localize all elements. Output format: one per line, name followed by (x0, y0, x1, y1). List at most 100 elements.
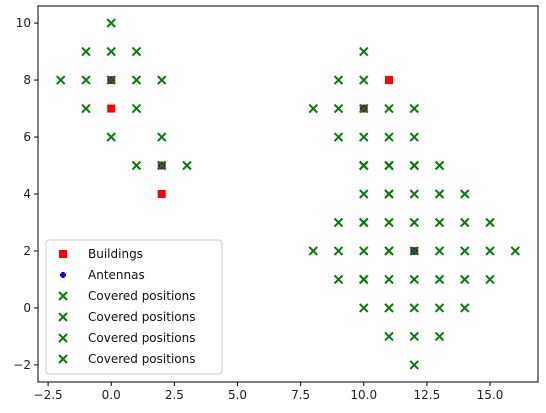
point-s4-7 (409, 103, 419, 114)
point-s5-22 (460, 246, 470, 256)
point-s5-26 (359, 274, 369, 285)
x-tick-label: 15.0 (477, 388, 504, 402)
point-s4-2 (359, 75, 369, 85)
point-s5-20 (409, 246, 419, 256)
point-s3-1 (131, 160, 142, 171)
point-s2-9 (81, 103, 91, 114)
point-s5-35 (434, 303, 445, 313)
y-tick-label: 6 (23, 130, 31, 144)
legend-label-1: Antennas (88, 268, 145, 282)
point-s5-34 (409, 303, 419, 313)
point-s5-9 (333, 217, 344, 228)
legend-label-5: Covered positions (88, 352, 195, 366)
point-s2-2 (106, 46, 116, 57)
legend-marker-1 (60, 272, 66, 278)
point-s5-28 (409, 274, 419, 285)
point-s5-25 (333, 274, 344, 285)
point-s2-10 (131, 103, 142, 114)
x-tick-label: 5.0 (228, 388, 247, 402)
point-s5-27 (384, 274, 394, 285)
point-s5-18 (359, 246, 369, 256)
y-tick-label: 2 (23, 244, 31, 258)
data-marks (56, 18, 520, 370)
legend-marker-0 (59, 250, 67, 258)
legend-marker-5 (58, 354, 68, 364)
point-s4-11 (409, 132, 419, 142)
point-s4-8 (333, 132, 344, 142)
x-tick-label: −2.5 (34, 388, 63, 402)
point-s5-17 (333, 246, 344, 256)
point-s3-2 (157, 160, 167, 171)
point-s3-0 (157, 132, 167, 142)
point-s5-1 (384, 160, 394, 171)
legend-marker-4 (58, 333, 68, 343)
point-s0-3 (157, 190, 166, 198)
point-s2-7 (131, 75, 142, 85)
axes: −2.5 0.0 2.5 5.0 7.5 10.0 12.5 15.0 −2 0 2 4 6 8 10 (13, 5, 539, 402)
legend-marker-2 (58, 291, 68, 301)
point-s5-36 (460, 303, 470, 313)
x-tick-label: 2.5 (165, 388, 184, 402)
point-s4-3 (308, 103, 318, 114)
point-s5-40 (409, 360, 419, 370)
point-s5-33 (384, 303, 394, 313)
point-s4-10 (384, 132, 394, 142)
point-s2-11 (106, 132, 116, 142)
x-tick-label: 7.5 (291, 388, 310, 402)
point-s5-15 (485, 217, 495, 228)
y-tick-label: 4 (23, 187, 31, 201)
point-s4-0 (359, 46, 369, 57)
point-s4-9 (359, 132, 369, 142)
point-s5-16 (308, 246, 318, 256)
point-s5-13 (434, 217, 445, 228)
point-s5-32 (359, 303, 369, 313)
legend-marker-3 (58, 312, 68, 322)
y-tick-label: 10 (16, 16, 31, 30)
series-2 (56, 18, 167, 142)
x-tick-label: 0.0 (102, 388, 121, 402)
point-s5-21 (434, 246, 445, 256)
point-s2-4 (56, 75, 66, 85)
x-tick-label: 10.0 (350, 388, 377, 402)
point-s5-38 (409, 331, 419, 342)
legend-label-3: Covered positions (88, 310, 195, 324)
point-s2-8 (157, 75, 167, 85)
x-tick-label: 12.5 (414, 388, 441, 402)
point-s4-5 (359, 103, 369, 114)
point-s2-5 (81, 75, 91, 85)
point-s5-37 (384, 331, 394, 342)
point-s5-14 (460, 217, 470, 228)
point-s0-1 (107, 104, 116, 113)
point-s5-3 (434, 160, 445, 171)
series-3 (131, 132, 192, 171)
point-s4-1 (333, 75, 344, 85)
point-s2-0 (106, 18, 116, 28)
legend-box (45, 239, 223, 375)
point-s5-29 (434, 274, 445, 285)
series-5 (308, 160, 520, 370)
point-s3-3 (182, 160, 192, 171)
point-s5-12 (409, 217, 419, 228)
point-s5-0 (359, 160, 369, 171)
point-s5-2 (409, 160, 419, 171)
point-s5-31 (485, 274, 495, 285)
legend: Buildings Antennas Covered positions Covere… (45, 239, 223, 375)
legend-label-4: Covered positions (88, 331, 195, 345)
point-s5-24 (510, 246, 520, 256)
point-s5-5 (384, 189, 394, 199)
point-s4-6 (384, 103, 394, 114)
point-s5-4 (359, 189, 369, 199)
point-s5-39 (434, 331, 445, 342)
point-s5-19 (384, 246, 394, 256)
legend-label-0: Buildings (88, 247, 143, 261)
y-tick-label: 8 (23, 73, 31, 87)
point-s4-4 (333, 103, 344, 114)
point-s5-23 (485, 246, 495, 256)
point-s2-1 (81, 46, 91, 57)
point-s5-10 (359, 217, 369, 228)
legend-label-2: Covered positions (88, 289, 195, 303)
point-s2-6 (106, 75, 116, 85)
point-s5-11 (384, 217, 394, 228)
point-s5-6 (409, 189, 419, 199)
